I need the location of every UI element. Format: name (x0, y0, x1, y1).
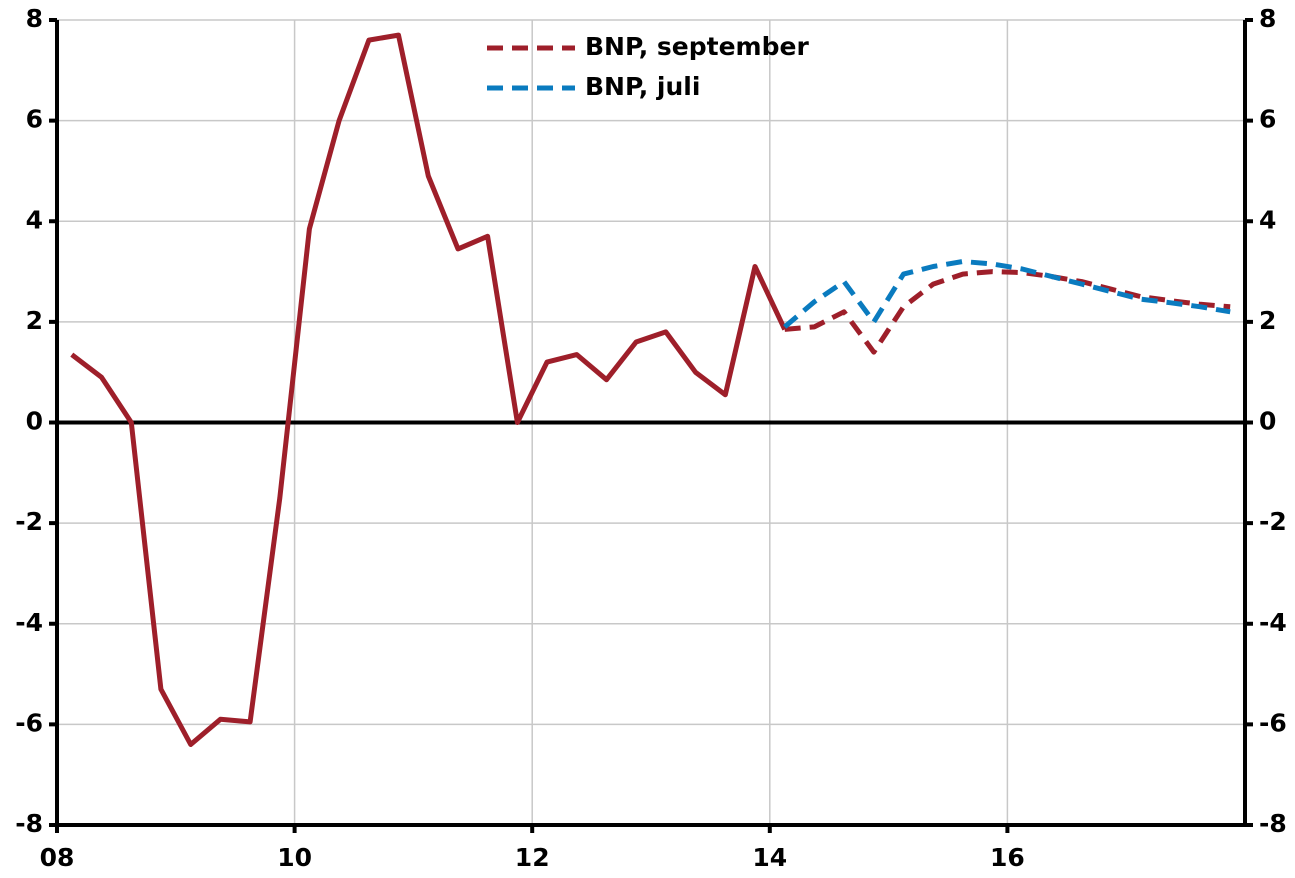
y-tick-label: -2 (15, 507, 43, 536)
y2-tick-label: 6 (1259, 105, 1276, 134)
x-tick-label: 10 (277, 843, 312, 872)
x-tick-label: 12 (515, 843, 550, 872)
y2-tick-label: -8 (1259, 809, 1287, 838)
y2-tick-label: 4 (1259, 205, 1276, 234)
y2-tick-label: -6 (1259, 708, 1287, 737)
y-tick-label: -4 (15, 608, 43, 637)
x-tick-label: 16 (990, 843, 1025, 872)
legend-label: BNP, september (585, 32, 809, 61)
legend-label: BNP, juli (585, 72, 700, 101)
y-tick-label: 6 (26, 105, 43, 134)
y2-tick-label: -4 (1259, 608, 1287, 637)
line (70, 32, 787, 747)
y-tick-label: 2 (26, 306, 43, 335)
x-tick-label: 08 (40, 843, 75, 872)
y-tick-label: 0 (26, 407, 43, 436)
line (783, 259, 1231, 329)
x-tick-label: 14 (752, 843, 787, 872)
y-tick-label: -8 (15, 809, 43, 838)
y2-tick-label: 2 (1259, 306, 1276, 335)
y2-tick-label: -2 (1259, 507, 1287, 536)
y-tick-label: -6 (15, 708, 43, 737)
y-tick-label: 4 (26, 205, 43, 234)
y-tick-label: 8 (26, 4, 43, 33)
y2-tick-label: 0 (1259, 407, 1276, 436)
y2-tick-label: 8 (1259, 4, 1276, 33)
